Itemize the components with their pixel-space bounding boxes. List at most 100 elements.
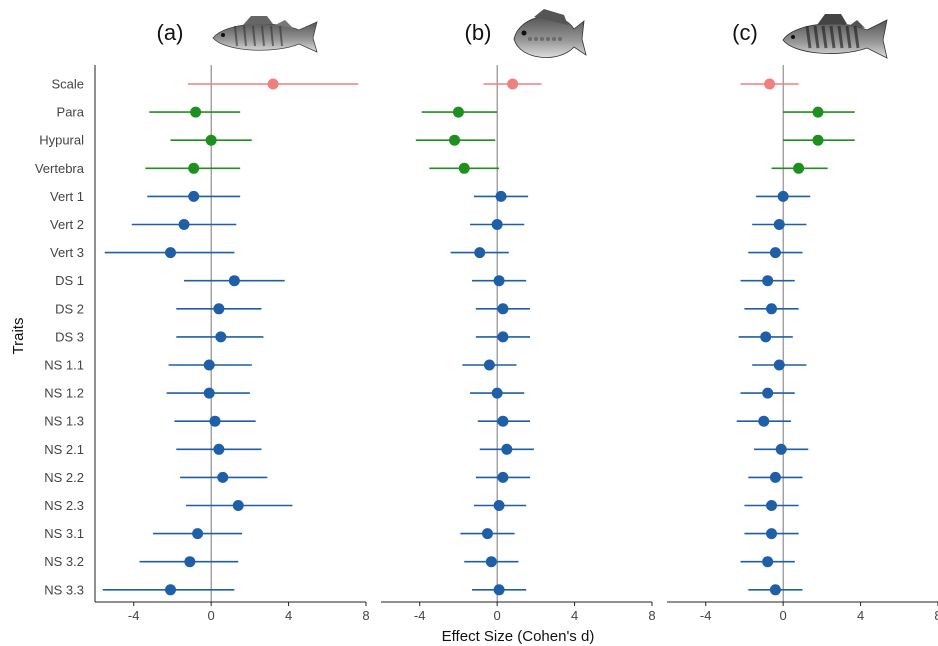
y-tick-label: Vertebra xyxy=(35,161,85,176)
x-tick-label: 0 xyxy=(780,608,787,623)
panel-b: (b) -4 0 4 8 xyxy=(381,20,656,623)
effect-size-point xyxy=(766,528,778,540)
panels-layer: Scale Para Hypural Vertebra Vert 1 Vert 2 Vert… xyxy=(35,9,938,623)
effect-size-point xyxy=(209,415,221,427)
effect-size-point xyxy=(775,443,787,455)
effect-size-point xyxy=(777,190,789,202)
effect-size-point xyxy=(812,134,824,146)
panel-label: (c) xyxy=(732,20,758,45)
y-tick-label: NS 1.2 xyxy=(44,386,84,401)
effect-size-point xyxy=(164,247,176,259)
y-tick-label: Vert 3 xyxy=(50,245,84,260)
y-tick-label: Vert 2 xyxy=(50,217,84,232)
effect-size-point xyxy=(493,500,505,511)
effect-size-point xyxy=(190,106,202,118)
x-tick-label: -4 xyxy=(128,608,140,623)
x-tick-label: 0 xyxy=(208,608,215,623)
effect-size-point xyxy=(217,471,229,483)
y-tick-label: DS 3 xyxy=(55,329,84,344)
effect-size-point xyxy=(495,190,507,202)
y-tick-label: NS 3.1 xyxy=(44,526,84,541)
panel-a: (a) -4 0 4 8 xyxy=(94,20,370,623)
effect-size-point xyxy=(493,584,505,596)
y-tick-label: NS 1.1 xyxy=(44,358,84,373)
effect-size-point xyxy=(213,303,225,315)
x-tick-label: 8 xyxy=(934,608,938,623)
y-axis-tick-labels: Scale Para Hypural Vertebra Vert 1 Vert 2 Vert… xyxy=(35,77,85,598)
effect-size-point xyxy=(812,106,824,118)
effect-size-point xyxy=(760,331,772,343)
effect-size-point xyxy=(188,190,200,202)
effect-size-point xyxy=(203,387,215,399)
effect-size-point xyxy=(192,528,204,540)
effect-size-point xyxy=(458,162,470,174)
panel-label: (b) xyxy=(465,20,492,45)
effect-size-point xyxy=(267,78,279,90)
effect-size-point xyxy=(764,78,776,90)
fish-perch-icon xyxy=(212,16,318,53)
effect-size-point xyxy=(497,331,509,343)
effect-size-point xyxy=(762,556,774,568)
y-tick-label: DS 2 xyxy=(55,301,84,316)
fish-sunfish-icon xyxy=(513,9,587,58)
effect-size-point xyxy=(205,134,217,146)
y-tick-label: NS 3.3 xyxy=(44,582,84,597)
effect-size-point xyxy=(215,331,227,343)
x-tick-label: -4 xyxy=(414,608,426,623)
y-tick-label: Vert 1 xyxy=(50,189,84,204)
x-tick-label: 4 xyxy=(571,608,578,623)
effect-size-point xyxy=(793,162,805,174)
y-tick-label: NS 2.2 xyxy=(44,470,84,485)
effect-size-point xyxy=(203,359,215,371)
x-tick-label: 0 xyxy=(494,608,501,623)
effect-size-point xyxy=(762,387,774,399)
x-tick-label: 8 xyxy=(648,608,655,623)
panel-c: (c) -4 0 4 8 xyxy=(667,20,938,623)
effect-size-point xyxy=(188,162,200,174)
effect-size-point xyxy=(773,359,785,371)
effect-size-point xyxy=(491,387,503,399)
y-tick-label: Scale xyxy=(51,77,84,92)
effect-size-point xyxy=(497,471,509,483)
y-tick-label: DS 1 xyxy=(55,273,84,288)
effect-size-point xyxy=(497,303,509,315)
x-tick-label: 4 xyxy=(285,608,292,623)
effect-size-point xyxy=(491,219,503,230)
x-tick-label: -4 xyxy=(700,608,712,623)
effect-size-point xyxy=(507,78,519,90)
effect-size-point xyxy=(501,443,513,455)
x-tick-label: 4 xyxy=(857,608,864,623)
y-tick-label: NS 2.1 xyxy=(44,442,84,457)
effect-size-point xyxy=(178,219,190,230)
effect-size-point xyxy=(184,556,196,568)
effect-size-point xyxy=(766,303,778,315)
y-tick-label: NS 3.2 xyxy=(44,554,84,569)
effect-size-point xyxy=(766,500,778,511)
effect-size-point xyxy=(762,275,774,287)
effect-size-point xyxy=(474,247,486,259)
y-axis-title: Traits xyxy=(10,318,27,355)
effect-size-point xyxy=(769,584,781,596)
effect-size-point xyxy=(758,415,770,427)
effect-size-point xyxy=(769,247,781,259)
effect-size-point xyxy=(164,584,176,596)
effect-size-point xyxy=(452,106,464,118)
effect-size-point xyxy=(493,275,505,287)
effect-size-point xyxy=(232,500,244,511)
y-tick-label: NS 1.3 xyxy=(44,414,84,429)
fish-yellow-perch-icon xyxy=(782,14,888,59)
effect-size-point xyxy=(481,528,493,540)
x-tick-label: 8 xyxy=(362,608,369,623)
x-axis-title: Effect Size (Cohen's d) xyxy=(442,628,595,645)
effect-size-point xyxy=(773,219,785,230)
effect-size-point xyxy=(485,556,497,568)
effect-size-point xyxy=(449,134,461,146)
effect-size-point xyxy=(483,359,495,371)
effect-size-point xyxy=(497,415,509,427)
effect-size-point xyxy=(213,443,225,455)
y-tick-label: NS 2.3 xyxy=(44,498,84,513)
panel-label: (a) xyxy=(157,20,184,45)
effect-size-point xyxy=(228,275,240,287)
y-tick-label: Hypural xyxy=(39,133,84,148)
